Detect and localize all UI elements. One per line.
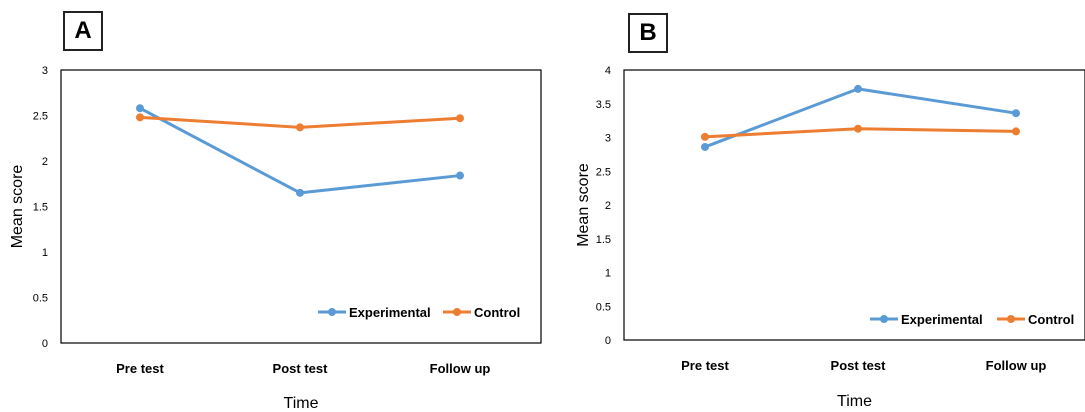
data-point-control [701,132,709,141]
y-tick-label: 2.5 [596,166,611,178]
legend-label: Experimental [901,312,983,327]
series-line-experimental [704,87,1017,149]
x-axis-label: Time [284,395,319,412]
y-tick-label: 4 [605,65,611,77]
y-tick-label: 2 [605,200,611,212]
y-tick-label: 0 [42,338,48,350]
y-tick-label: 1 [42,247,48,259]
legend-marker [880,315,888,323]
x-tick-label: Pre test [116,361,164,376]
y-tick-label: 0 [605,335,611,347]
data-point-experimental [296,188,304,197]
x-tick-label: Follow up [986,358,1047,373]
panel-label-a: A [63,11,103,51]
x-tick-label: Post test [831,358,887,373]
legend-label: Experimental [349,305,431,320]
data-point-experimental [136,104,144,113]
data-point-experimental [1012,109,1020,118]
panel-label-b: B [628,13,668,53]
legend-marker [328,308,336,316]
y-tick-label: 1 [605,268,611,280]
y-tick-label: 2.5 [33,111,48,123]
data-point-control [456,114,464,123]
y-tick-label: 1.5 [596,234,611,246]
legend-marker [1007,315,1015,323]
x-axis-label: Time [837,393,872,410]
legend-label: Control [1028,312,1074,327]
y-axis-label: Mean score [9,165,26,249]
y-tick-label: 3 [42,65,48,77]
legend-label: Control [474,305,520,320]
data-point-control [136,113,144,122]
y-tick-label: 3.5 [596,99,611,111]
plot-area [60,69,542,344]
data-point-control [1012,127,1020,136]
x-tick-label: Post test [273,361,329,376]
y-tick-label: 0.5 [33,293,48,305]
legend-marker [453,308,461,316]
x-tick-label: Pre test [681,358,729,373]
y-axis-label: Mean score [575,163,592,247]
x-tick-label: Follow up [430,361,491,376]
data-point-control [854,124,862,133]
data-point-control [296,123,304,132]
data-point-experimental [456,171,464,180]
plot-area [623,69,1085,341]
y-tick-label: 1.5 [33,202,48,214]
y-tick-label: 0.5 [596,301,611,313]
y-tick-label: 2 [42,156,48,168]
data-point-experimental [854,84,862,93]
y-tick-label: 3 [605,133,611,145]
data-point-experimental [701,142,709,151]
